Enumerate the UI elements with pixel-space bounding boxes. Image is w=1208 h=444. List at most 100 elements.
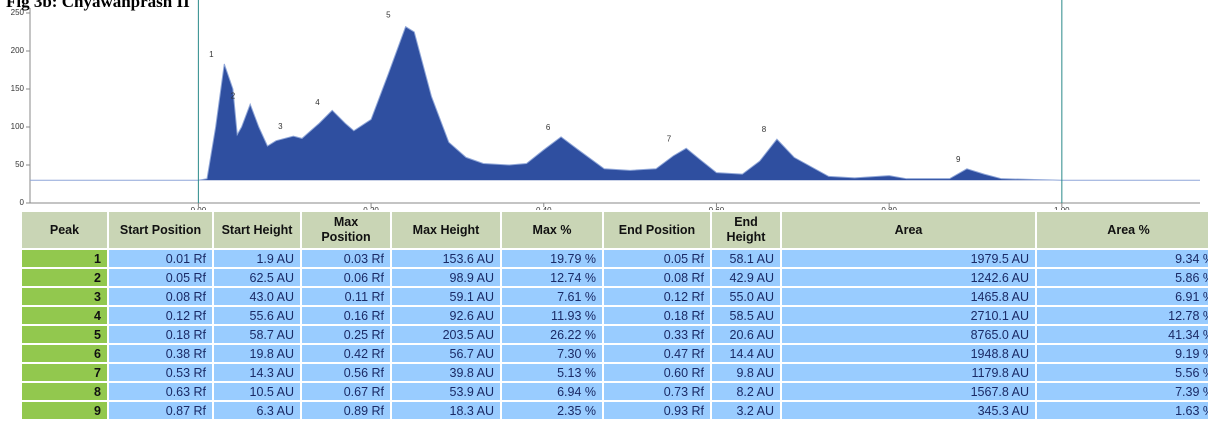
table-cell: 5.13 % [500, 362, 604, 383]
table-row: 6 0.38 Rf 19.8 AU 0.42 Rf 56.7 AU 7.30 % 0.47 … [20, 343, 1208, 364]
table-cell: 5.86 % [1035, 267, 1208, 288]
y-tick-label: 200 [11, 46, 25, 55]
header-cell: Max Position [300, 210, 392, 250]
peak-cell: 5 [20, 324, 109, 345]
table-cell: 1979.5 AU [780, 248, 1037, 269]
table-cell: 0.56 Rf [300, 362, 392, 383]
table-cell: 7.30 % [500, 343, 604, 364]
table-cell: 0.53 Rf [107, 362, 214, 383]
header-cell: Area [780, 210, 1037, 250]
table-cell: 59.1 AU [390, 286, 502, 307]
header-cell: End Height [710, 210, 782, 250]
table-cell: 1567.8 AU [780, 381, 1037, 402]
table-cell: 0.25 Rf [300, 324, 392, 345]
table-cell: 58.1 AU [710, 248, 782, 269]
header-cell: Start Position [107, 210, 214, 250]
peak-label: 4 [315, 98, 320, 107]
table-cell: 7.39 % [1035, 381, 1208, 402]
table-cell: 43.0 AU [212, 286, 302, 307]
table-cell: 0.08 Rf [107, 286, 214, 307]
peak-label: 7 [667, 134, 672, 143]
x-tick-label: 0.60 [709, 206, 725, 210]
table-cell: 0.12 Rf [602, 286, 712, 307]
table-cell: 6.91 % [1035, 286, 1208, 307]
header-cell: Max Height [390, 210, 502, 250]
table-cell: 0.18 Rf [107, 324, 214, 345]
table-cell: 0.12 Rf [107, 305, 214, 326]
table-cell: 0.01 Rf [107, 248, 214, 269]
table-cell: 9.19 % [1035, 343, 1208, 364]
x-tick-label: 0.40 [536, 206, 552, 210]
table-cell: 8.2 AU [710, 381, 782, 402]
table-cell: 26.22 % [500, 324, 604, 345]
peak-cell: 9 [20, 400, 109, 421]
header-cell: Start Height [212, 210, 302, 250]
table-cell: 8765.0 AU [780, 324, 1037, 345]
table-cell: 19.79 % [500, 248, 604, 269]
peak-cell: 7 [20, 362, 109, 383]
peak-cell: 4 [20, 305, 109, 326]
y-tick-label: 0 [20, 198, 25, 207]
table-cell: 0.16 Rf [300, 305, 392, 326]
chart: 0501001502002500.000.200.400.600.801.00R… [11, 0, 1200, 210]
table-cell: 0.67 Rf [300, 381, 392, 402]
table-cell: 0.60 Rf [602, 362, 712, 383]
figure-title: Fig 3b: Chyawanprash II [6, 0, 190, 11]
table-row: 4 0.12 Rf 55.6 AU 0.16 Rf 92.6 AU 11.93 % 0.18… [20, 305, 1208, 326]
table-cell: 92.6 AU [390, 305, 502, 326]
table-cell: 62.5 AU [212, 267, 302, 288]
table-cell: 56.7 AU [390, 343, 502, 364]
peak-table: Peak Start Position Start Height Max Positi… [20, 210, 1208, 421]
table-cell: 345.3 AU [780, 400, 1037, 421]
table-cell: 7.61 % [500, 286, 604, 307]
table-cell: 6.3 AU [212, 400, 302, 421]
table-cell: 1242.6 AU [780, 267, 1037, 288]
header-cell: End Position [602, 210, 712, 250]
table-cell: 6.94 % [500, 381, 604, 402]
table-cell: 0.06 Rf [300, 267, 392, 288]
table-cell: 55.6 AU [212, 305, 302, 326]
peak-label: 8 [762, 125, 767, 134]
peak-area [30, 26, 1200, 181]
table-cell: 0.63 Rf [107, 381, 214, 402]
table-cell: 0.38 Rf [107, 343, 214, 364]
table-cell: 0.08 Rf [602, 267, 712, 288]
table-cell: 0.73 Rf [602, 381, 712, 402]
y-tick-label: 50 [15, 160, 24, 169]
table-cell: 12.78 % [1035, 305, 1208, 326]
table-cell: 58.5 AU [710, 305, 782, 326]
table-cell: 10.5 AU [212, 381, 302, 402]
y-tick-label: 100 [11, 122, 25, 131]
table-cell: 9.8 AU [710, 362, 782, 383]
x-tick-label: 0.20 [363, 206, 379, 210]
table-cell: 1465.8 AU [780, 286, 1037, 307]
table-row: 7 0.53 Rf 14.3 AU 0.56 Rf 39.8 AU 5.13 % 0.60 … [20, 362, 1208, 383]
table-row: 2 0.05 Rf 62.5 AU 0.06 Rf 98.9 AU 12.74 % 0.08… [20, 267, 1208, 288]
peak-cell: 6 [20, 343, 109, 364]
table-cell: 0.47 Rf [602, 343, 712, 364]
table-row: 1 0.01 Rf 1.9 AU 0.03 Rf 153.6 AU 19.79 % 0.05… [20, 248, 1208, 269]
peak-cell: 1 [20, 248, 109, 269]
table-cell: 0.87 Rf [107, 400, 214, 421]
peak-label: 5 [386, 10, 391, 19]
peak-label: 1 [209, 50, 214, 59]
table-row: 3 0.08 Rf 43.0 AU 0.11 Rf 59.1 AU 7.61 % 0.12 … [20, 286, 1208, 307]
table-row: 9 0.87 Rf 6.3 AU 0.89 Rf 18.3 AU 2.35 % 0.93 R… [20, 400, 1208, 421]
table-cell: 5.56 % [1035, 362, 1208, 383]
x-tick-label: 0.80 [881, 206, 897, 210]
table-cell: 0.93 Rf [602, 400, 712, 421]
table-cell: 0.03 Rf [300, 248, 392, 269]
table-cell: 14.3 AU [212, 362, 302, 383]
table-row: 8 0.63 Rf 10.5 AU 0.67 Rf 53.9 AU 6.94 % 0.73 … [20, 381, 1208, 402]
peak-cell: 3 [20, 286, 109, 307]
x-tick-label: 0.00 [191, 206, 207, 210]
y-tick-label: 150 [11, 84, 25, 93]
table-cell: 39.8 AU [390, 362, 502, 383]
table-cell: 1948.8 AU [780, 343, 1037, 364]
table-cell: 20.6 AU [710, 324, 782, 345]
peak-label: 9 [956, 155, 961, 164]
table-row: 5 0.18 Rf 58.7 AU 0.25 Rf 203.5 AU 26.22 % 0.3… [20, 324, 1208, 345]
table-cell: 1.63 % [1035, 400, 1208, 421]
table-cell: 9.34 % [1035, 248, 1208, 269]
table-cell: 55.0 AU [710, 286, 782, 307]
